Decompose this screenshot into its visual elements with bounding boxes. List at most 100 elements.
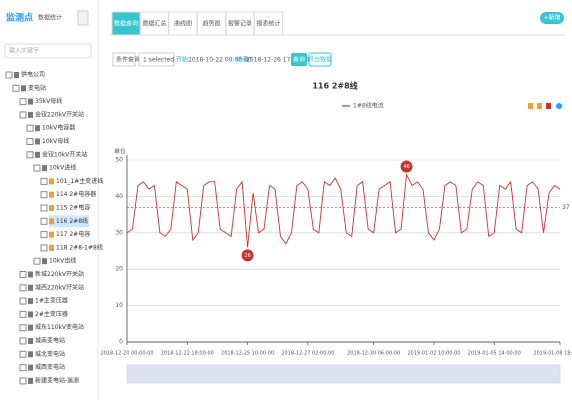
tree-node-label[interactable]: 城西变电站	[35, 363, 65, 371]
min-pin	[241, 249, 254, 262]
tree-node-label[interactable]: 金钗10kV开关站	[42, 150, 87, 158]
tree-toggle[interactable]	[40, 231, 48, 239]
tree-icon	[35, 138, 40, 145]
tree-node-label[interactable]: 城东110kV变电站	[35, 323, 84, 331]
tree-node-label[interactable]: 变电站	[28, 84, 46, 92]
tree-toggle[interactable]	[19, 310, 27, 318]
query-button[interactable]	[291, 53, 307, 66]
tree-toggle[interactable]	[33, 164, 41, 172]
tree-icon	[28, 324, 33, 331]
y-tick-label: 30	[115, 229, 123, 236]
tree-node-label[interactable]: 2#主变压器	[35, 310, 68, 318]
tab-label: 报警记录	[228, 20, 252, 28]
stats-button[interactable]	[77, 10, 89, 26]
data-zoom-window[interactable]	[127, 365, 560, 383]
tree-icon	[35, 151, 40, 158]
tab-label: 报表统计	[256, 20, 280, 28]
multi-select-label: 1 selected	[143, 57, 174, 64]
multi-select[interactable]	[138, 52, 175, 67]
tree-toggle[interactable]	[26, 151, 34, 159]
tree-node-label[interactable]: 10kV母线	[42, 137, 69, 145]
tab[interactable]	[254, 11, 283, 36]
tree-icon	[21, 85, 26, 92]
tree-node-label[interactable]: 35kV母线	[35, 97, 62, 105]
x-tick-label: 2018-12-20 00:00:00	[100, 351, 153, 357]
tree-toggle[interactable]	[19, 377, 27, 385]
tree-node-label[interactable]: 115 2#电容	[56, 204, 90, 212]
tree-node-label[interactable]: 10kV电容器	[42, 124, 75, 132]
tree-node-label[interactable]: 城南变电站	[35, 337, 65, 345]
tree-toggle[interactable]	[12, 84, 20, 92]
tab-label: 趋势图	[202, 20, 220, 28]
search-input[interactable]	[4, 43, 92, 59]
tree-toggle[interactable]	[19, 111, 27, 119]
tree-toggle[interactable]	[33, 257, 41, 265]
tree-icon	[49, 218, 54, 225]
tree-icon	[28, 338, 33, 344]
y-axis-label: 单位	[114, 148, 126, 156]
tree-node-label[interactable]: 116 2#8线	[56, 217, 88, 225]
x-tick-label: 2018-12-22 18:00:00	[161, 351, 214, 357]
tree-node-label[interactable]: 城西220kV开关站	[35, 283, 84, 291]
x-tick-label: 2018-12-27 02:00:00	[281, 351, 334, 357]
tree-icon	[42, 258, 47, 265]
tree-icon	[14, 72, 19, 78]
tree-node-label[interactable]: 117 2#电容	[56, 230, 90, 238]
tree-node-label[interactable]: 1#主变压器	[35, 297, 68, 305]
series-line	[126, 172, 561, 248]
tree-node-label[interactable]: 10kV进线	[49, 164, 76, 172]
tree-icon	[49, 205, 54, 211]
tree-icon	[28, 311, 33, 318]
add-button[interactable]	[540, 12, 564, 24]
tree-node-label[interactable]: 城北变电站	[35, 350, 65, 358]
toolbox-icon[interactable]	[556, 103, 562, 109]
query-label: 查询	[293, 56, 305, 64]
tree-node-label[interactable]: 金钗220kV开关站	[35, 110, 84, 118]
end-label: 结束	[236, 56, 248, 64]
tree-toggle[interactable]	[40, 217, 48, 225]
condition-select[interactable]	[112, 52, 136, 67]
tree-toggle[interactable]	[19, 297, 27, 305]
tree-icon	[28, 271, 33, 278]
tree-toggle[interactable]	[19, 284, 27, 292]
x-tick-label: 2018-12-25 10:00:00	[221, 351, 274, 357]
sidebar-title: 监测点	[6, 12, 33, 24]
tree-toggle[interactable]	[19, 337, 27, 345]
tree-icon	[49, 191, 54, 198]
tree-toggle[interactable]	[5, 71, 13, 79]
legend-label: 1#8线电流	[353, 102, 384, 110]
tree-icon	[28, 298, 33, 305]
tree-toggle[interactable]	[19, 324, 27, 332]
toolbox-icon[interactable]	[528, 103, 533, 109]
tree-toggle[interactable]	[40, 177, 48, 185]
pin-label: 46	[403, 164, 409, 170]
tree-node-label[interactable]: 新建变电站-遥测	[35, 376, 79, 384]
tree-toggle[interactable]	[19, 364, 27, 372]
tree-node-label[interactable]: 118 2#8-1#8线	[56, 243, 103, 251]
start-date[interactable]: 2018-10-22 00:00:00	[188, 57, 252, 64]
tree-node-label[interactable]: 新城220kV开关站	[35, 270, 84, 278]
toolbox-icon[interactable]	[537, 103, 542, 109]
tree-node-label[interactable]: 114 2#电容器	[56, 190, 96, 198]
tree-toggle[interactable]	[40, 244, 48, 252]
toolbox	[528, 103, 562, 109]
tree-toggle[interactable]	[26, 124, 34, 132]
tree-node-label[interactable]: 101_1#主变进线	[56, 177, 103, 185]
toolbox-icon[interactable]	[546, 103, 551, 109]
end-date[interactable]: 2018-12-26 17:04:54	[246, 57, 310, 64]
export-button[interactable]	[308, 52, 332, 67]
tree-icon	[28, 284, 33, 291]
tree-icon	[28, 377, 33, 384]
tree-toggle[interactable]	[19, 271, 27, 278]
tree-node-label[interactable]: 供电公司	[21, 71, 45, 79]
tree-toggle[interactable]	[40, 204, 48, 212]
tree-toggle[interactable]	[19, 350, 27, 358]
stats-label: 数据统计	[38, 14, 62, 22]
y-tick-label: 40	[115, 193, 123, 200]
tree-node-label[interactable]: 10kV出线	[49, 257, 76, 265]
tree-toggle[interactable]	[19, 98, 27, 106]
tree-toggle[interactable]	[26, 138, 34, 145]
tree-toggle[interactable]	[40, 191, 48, 199]
tree-icon	[49, 178, 54, 185]
